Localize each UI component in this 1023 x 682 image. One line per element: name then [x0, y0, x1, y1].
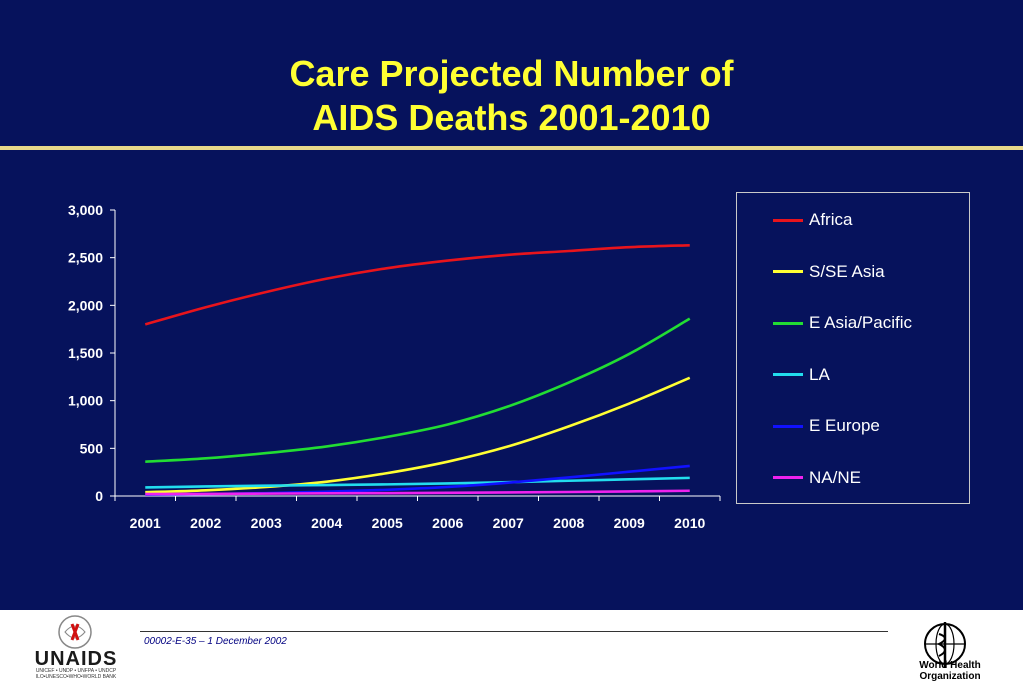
- chart-legend: Africa S/SE Asia E Asia/Pacific LA E Europe N…: [736, 192, 970, 504]
- title-line-2: AIDS Deaths 2001-2010: [312, 97, 711, 138]
- slide-title: Care Projected Number of AIDS Deaths 200…: [0, 52, 1023, 140]
- x-tick-label: 2005: [372, 515, 403, 531]
- legend-item: NA/NE: [773, 467, 861, 489]
- unaids-logo: [58, 615, 92, 649]
- x-tick-label: 2010: [674, 515, 705, 531]
- y-tick-label: 0: [95, 488, 103, 504]
- legend-label: S/SE Asia: [809, 261, 885, 281]
- who-emblem-icon: [924, 622, 966, 668]
- legend-swatch: [773, 373, 803, 376]
- x-tick-label: 2008: [553, 515, 584, 531]
- title-divider: [0, 146, 1023, 150]
- series-line-na-ne: [145, 489, 690, 496]
- line-chart: 0 500 1,000 1,500 2,000 2,500 3,000 2001 2002 200…: [68, 202, 721, 531]
- y-tick-label: 3,000: [68, 202, 103, 218]
- x-tick-label: 2006: [432, 515, 463, 531]
- legend-item: S/SE Asia: [773, 261, 885, 283]
- y-tick-label: 1,000: [68, 393, 103, 409]
- footer: [0, 610, 1023, 682]
- x-tick-label: 2009: [614, 515, 645, 531]
- legend-item: E Europe: [773, 415, 880, 437]
- who-wordmark: World Health Organization: [900, 660, 1000, 682]
- x-tick-label: 2001: [130, 515, 161, 531]
- legend-item: E Asia/Pacific: [773, 312, 912, 334]
- series-line-africa: [144, 243, 690, 326]
- series-line-la: [145, 476, 690, 489]
- x-tick-label: 2002: [190, 515, 221, 531]
- unaids-subtext: UNICEF • UNDP • UNFPA • UNDCP ILO•UNESCO…: [35, 668, 117, 680]
- y-tick-label: 500: [80, 440, 104, 456]
- y-tick-label: 2,500: [68, 250, 103, 266]
- y-tick-label: 1,500: [68, 345, 103, 361]
- x-tick-label: 2004: [311, 515, 342, 531]
- legend-swatch: [773, 476, 803, 479]
- slide-background: Care Projected Number of AIDS Deaths 200…: [0, 0, 1023, 610]
- slide-code: 00002-E-35 – 1 December 2002: [144, 636, 287, 647]
- legend-label: NA/NE: [809, 467, 861, 487]
- footer-divider: [140, 631, 888, 632]
- series-line-s-se-asia: [145, 376, 691, 494]
- title-line-1: Care Projected Number of: [289, 53, 734, 94]
- y-tick-label: 2,000: [68, 297, 103, 313]
- legend-label: E Europe: [809, 416, 880, 435]
- legend-swatch: [773, 218, 803, 222]
- legend-swatch: [773, 321, 803, 325]
- legend-item: LA: [773, 364, 830, 386]
- series-line-e-asia-pacific: [145, 317, 691, 463]
- who-line-1: World Health: [919, 660, 981, 671]
- legend-swatch: [773, 424, 803, 428]
- x-tick-label: 2003: [251, 515, 282, 531]
- who-line-2: Organization: [919, 671, 981, 682]
- legend-label: LA: [809, 364, 830, 384]
- unaids-wordmark: UNAIDS: [34, 648, 118, 670]
- legend-label: Africa: [809, 210, 853, 229]
- legend-item: Africa: [773, 209, 852, 231]
- x-tick-label: 2007: [493, 515, 524, 531]
- legend-label: E Asia/Pacific: [809, 313, 912, 332]
- legend-swatch: [773, 270, 803, 273]
